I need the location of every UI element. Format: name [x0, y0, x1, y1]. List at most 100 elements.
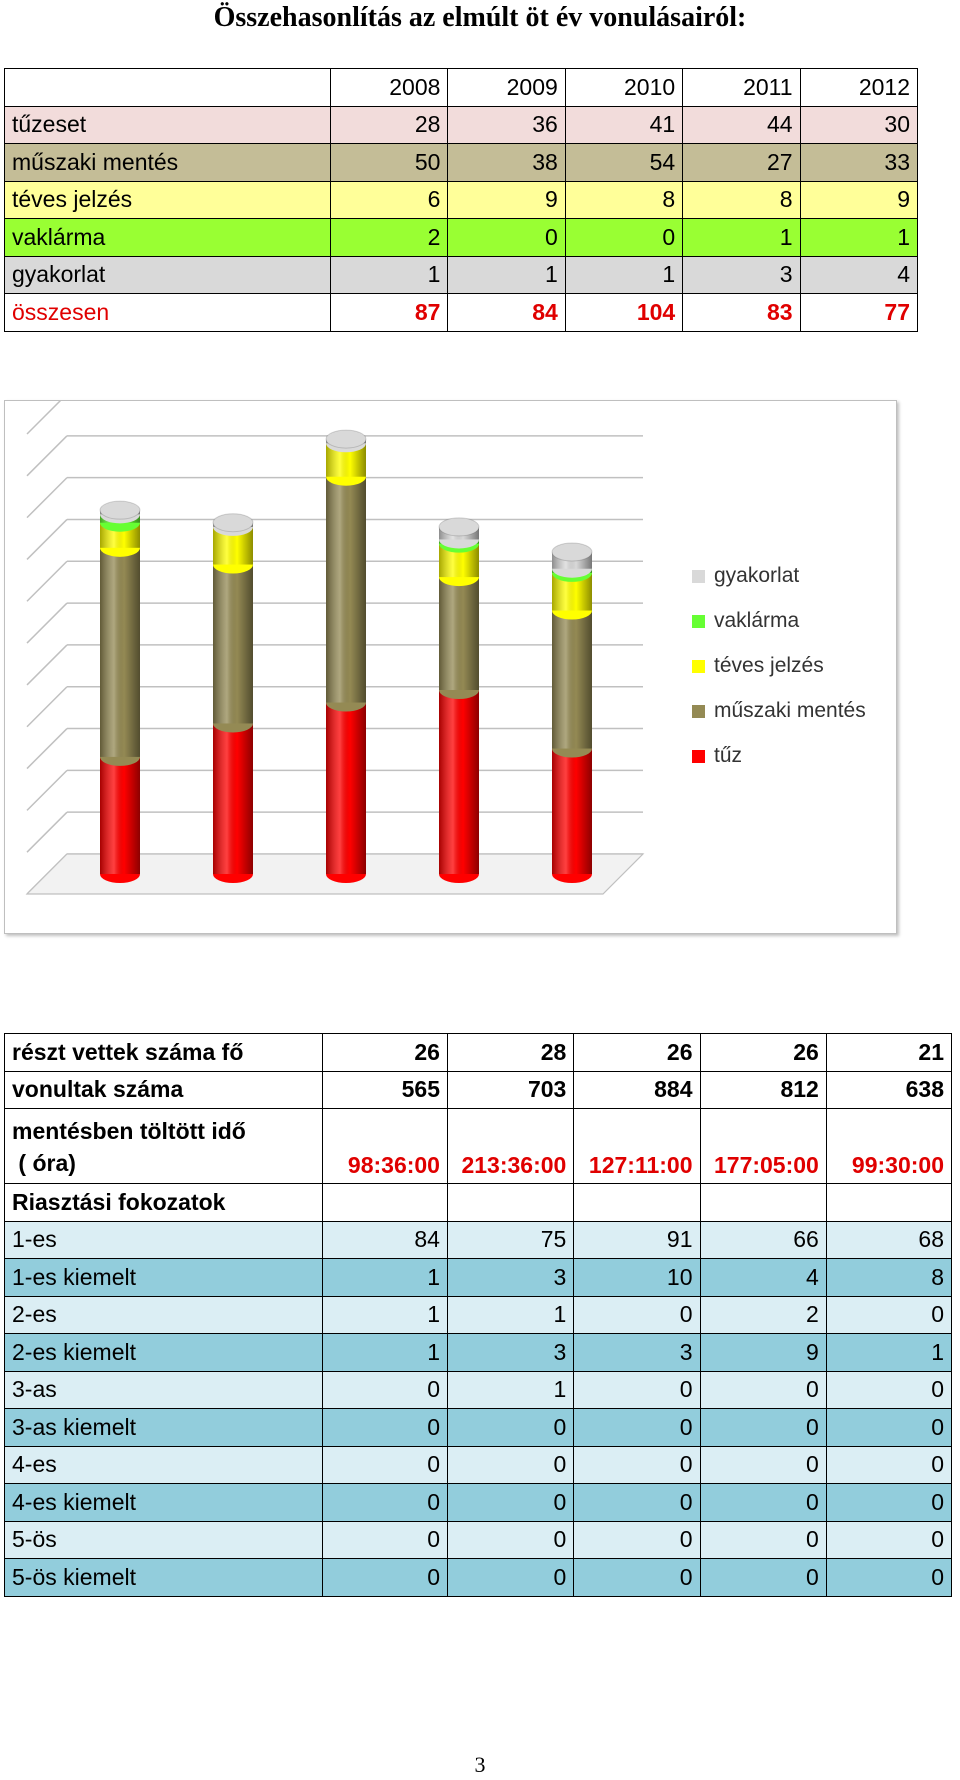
table-cell: 2 [330, 218, 449, 257]
table-cell: 8 [825, 1258, 953, 1297]
yearly-comparison-table: 2008 2009 2010 2011 2012 tűzeset 28 36 4… [3, 68, 919, 332]
table-cell: 104 [564, 293, 684, 332]
table-cell: 83 [682, 293, 801, 332]
table-cell: 0 [573, 1408, 701, 1447]
table-cell: 10 [573, 1258, 701, 1297]
legend-swatch [692, 570, 705, 583]
bar-segment [326, 476, 366, 712]
table-cell [699, 1183, 827, 1222]
table-row: 1-es kiemelt 1 3 10 4 8 [4, 1258, 953, 1297]
table-cell: 1 [446, 1370, 575, 1409]
table-cell: 3 [682, 255, 801, 294]
table-cell: 1 [321, 1258, 448, 1297]
bar-segment [552, 748, 592, 883]
table-cell: 0 [321, 1483, 448, 1522]
table-cell: 26 [699, 1033, 827, 1072]
header-empty-cell [3, 68, 332, 107]
chart-bars [99, 429, 593, 883]
table-cell: 565 [321, 1070, 448, 1109]
gridline-diagonal [26, 686, 68, 728]
row-label: 4-es [4, 1445, 323, 1484]
row-label: 2-es kiemelt [4, 1333, 323, 1372]
row-label: 1-es [4, 1220, 323, 1259]
table-row: 1-es 84 75 91 66 68 [4, 1220, 953, 1259]
page-title: Összehasonlítás az elmúlt öt év vonulása… [213, 2, 747, 33]
stacked-bar-chart: gyakorlat vaklárma téves jelzés műszaki … [4, 400, 897, 934]
table-cell: 0 [321, 1408, 448, 1447]
row-label: 3-as kiemelt [4, 1408, 323, 1447]
bar-segment [552, 610, 592, 758]
table-cell: 0 [573, 1370, 701, 1409]
table-cell: 0 [699, 1445, 827, 1484]
bar-segment-shading [100, 547, 140, 757]
gridline-diagonal [26, 602, 68, 644]
table-cell: 50 [330, 143, 449, 182]
table-cell: 1 [321, 1295, 448, 1334]
row-label: Riasztási fokozatok [4, 1183, 323, 1222]
table-cell [573, 1183, 701, 1222]
table-cell: 0 [573, 1483, 701, 1522]
table-cell: 28 [446, 1033, 575, 1072]
table-cell: 4 [799, 255, 919, 294]
table-cell: 0 [825, 1370, 953, 1409]
table-cell: 8 [682, 180, 801, 219]
table-cell: 0 [321, 1370, 448, 1409]
table-cell: 84 [321, 1220, 448, 1259]
bar-segment [439, 577, 479, 699]
table-cell: 1 [564, 255, 684, 294]
legend-item-muszaki-mentes: műszaki mentés [692, 696, 866, 741]
table-cell [446, 1183, 575, 1222]
row-label: téves jelzés [3, 180, 332, 219]
row-label: részt vettek száma fő [4, 1033, 323, 1072]
table-cell: 4 [699, 1258, 827, 1297]
bar-top-cap [438, 517, 480, 537]
year-header-cell: 2008 [330, 68, 449, 107]
bar-segment-shading [213, 564, 253, 724]
table-row-mentesi-ido: mentésben töltött idő ( óra) 98:36:00 21… [4, 1108, 953, 1184]
table-cell: 0 [573, 1295, 701, 1334]
legend-swatch [692, 705, 705, 718]
table-row: 2-es kiemelt 1 3 3 9 1 [4, 1333, 953, 1372]
table-cell: 0 [321, 1520, 448, 1559]
row-label: 2-es [4, 1295, 323, 1334]
table-cell: 28 [330, 105, 449, 144]
row-label: 5-ös kiemelt [4, 1558, 323, 1597]
table-cell: 0 [573, 1520, 701, 1559]
legend-label: téves jelzés [714, 654, 824, 677]
table-cell: 30 [799, 105, 919, 144]
gridline-diagonal [26, 477, 68, 519]
bar-top-cap [99, 500, 141, 520]
table-cell: 84 [447, 293, 566, 332]
row-label: összesen [3, 293, 332, 332]
legend-item-vaklarma: vaklárma [692, 606, 866, 651]
table-cell: 0 [573, 1558, 701, 1597]
gridline-diagonal [26, 518, 68, 560]
table-cell: 0 [699, 1520, 827, 1559]
table-cell: 8 [564, 180, 684, 219]
table-row-gyakorlat: gyakorlat 1 1 1 3 4 [3, 255, 919, 294]
table-cell: 9 [699, 1333, 827, 1372]
table-cell: 1 [799, 218, 919, 257]
table-row: 2-es 1 1 0 2 0 [4, 1295, 953, 1334]
bar-segment-shading [100, 756, 140, 874]
year-header-cell: 2012 [799, 68, 919, 107]
bar-segment-shading [213, 723, 253, 874]
table-cell: 38 [447, 143, 566, 182]
row-label-line: ( óra) [12, 1150, 76, 1176]
table-cell: 3 [446, 1333, 575, 1372]
legend-label: vaklárma [714, 609, 800, 632]
table-cell: 638 [825, 1070, 953, 1109]
bar-segment [326, 702, 366, 883]
bar-segment [439, 690, 479, 883]
table-row: 4-es kiemelt 0 0 0 0 0 [4, 1483, 953, 1522]
legend-item-gyakorlat: gyakorlat [692, 561, 866, 606]
table-cell: 1 [825, 1333, 953, 1372]
row-label: műszaki mentés [3, 143, 332, 182]
bar-segment-shading [552, 748, 592, 874]
bar-segment-shading [439, 690, 479, 874]
gridline-diagonal [26, 811, 68, 853]
bar-top-cap [325, 429, 367, 449]
table-cell: 703 [446, 1070, 575, 1109]
table-cell: 0 [447, 218, 566, 257]
table-cell: 54 [564, 143, 684, 182]
